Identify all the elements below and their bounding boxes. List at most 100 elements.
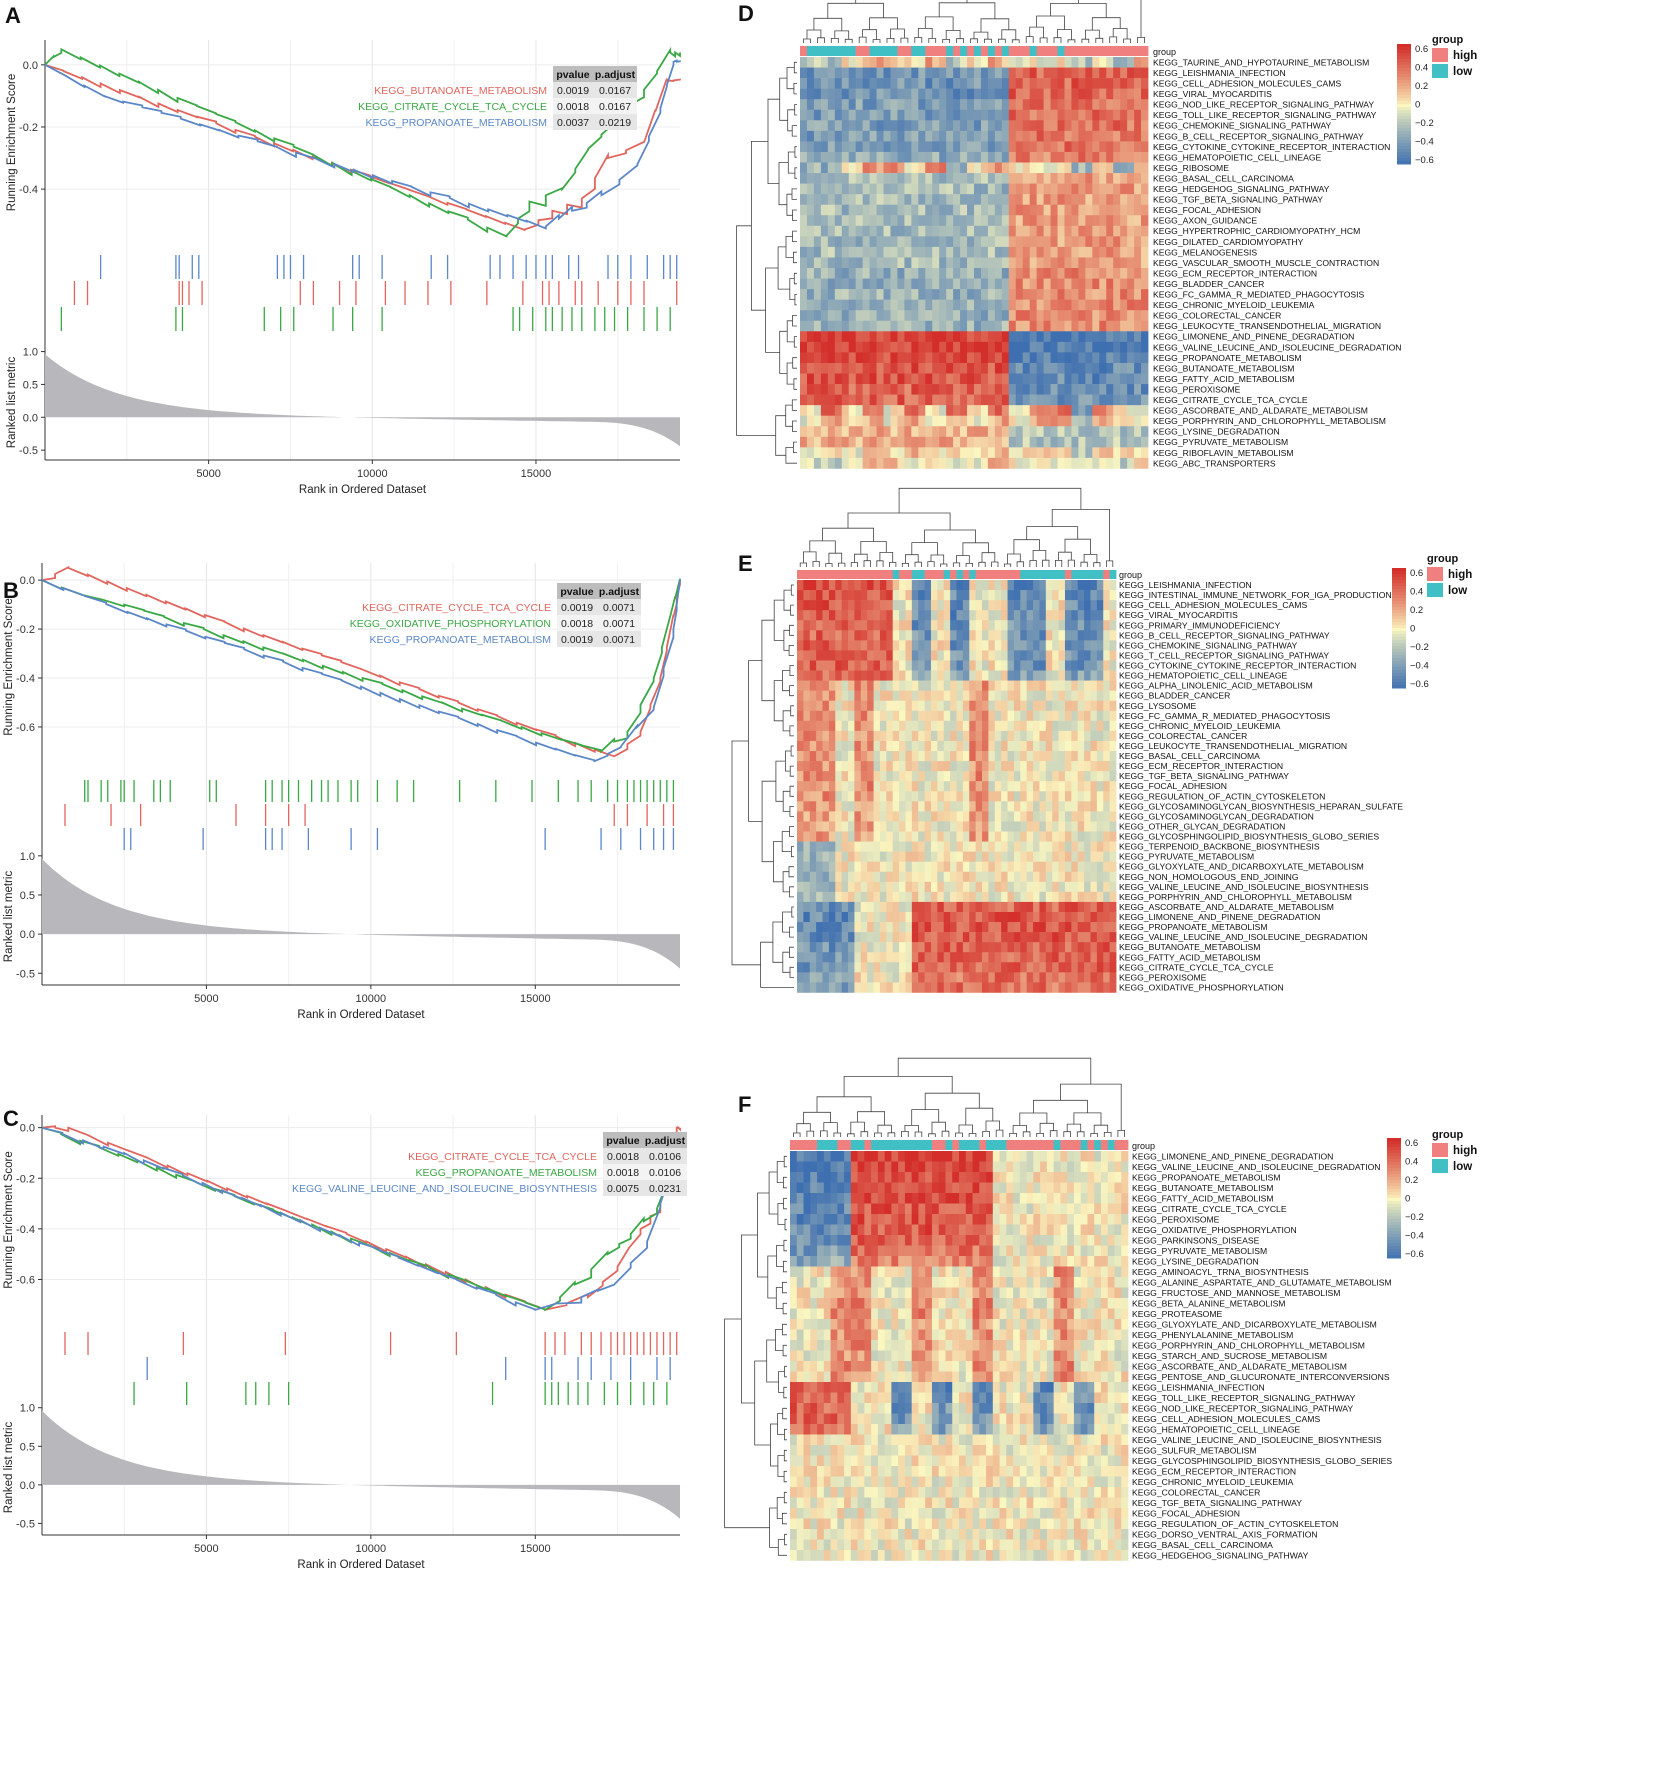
heat-cell xyxy=(925,310,933,322)
heat-cell xyxy=(876,151,884,163)
heat-cell xyxy=(1085,215,1093,227)
heat-cell xyxy=(848,310,857,322)
heat-cell xyxy=(946,405,954,416)
heat-cell xyxy=(1033,640,1040,651)
heat-cell xyxy=(854,831,862,842)
heat-cell xyxy=(1033,680,1040,691)
heat-cell xyxy=(980,331,989,343)
heat-cell xyxy=(982,670,989,681)
heat-cell xyxy=(1096,650,1104,661)
heat-cell xyxy=(828,962,836,973)
heat-cell xyxy=(975,740,983,752)
group-cell xyxy=(1096,570,1104,579)
heat-cell xyxy=(1015,236,1024,248)
heat-cell xyxy=(1092,173,1100,184)
dendrogram-branch xyxy=(796,1123,811,1133)
heat-cell xyxy=(1085,436,1093,448)
heat-cell xyxy=(1013,811,1021,822)
heat-cell xyxy=(1078,394,1086,406)
dendrogram-branch xyxy=(901,563,909,567)
heat-cell xyxy=(960,289,968,300)
heat-cell xyxy=(962,610,970,621)
heat-cell xyxy=(1036,151,1044,163)
heat-cell xyxy=(1039,911,1047,923)
heat-cell xyxy=(827,120,836,132)
heat-cell xyxy=(816,700,823,712)
pvalue-cell: 0.0018 xyxy=(561,618,593,630)
dendrogram-branch xyxy=(803,38,811,43)
row-label: KEGG_VASCULAR_SMOOTH_MUSCLE_CONTRACTION xyxy=(1153,258,1379,268)
heat-cell xyxy=(982,650,989,661)
heat-cell xyxy=(1036,67,1044,79)
heat-cell xyxy=(924,911,932,923)
heat-cell xyxy=(1120,373,1128,385)
heat-cell xyxy=(994,831,1002,842)
heat-cell xyxy=(848,57,857,68)
heat-cell xyxy=(960,320,968,332)
heat-cell xyxy=(1141,173,1149,184)
heat-cell xyxy=(797,791,804,802)
heat-cell xyxy=(867,700,874,712)
heat-cell xyxy=(988,580,996,591)
heat-cell xyxy=(1113,341,1121,353)
heat-cell xyxy=(1084,700,1091,712)
heat-cell xyxy=(1045,841,1053,852)
heat-cell xyxy=(994,141,1003,153)
heat-cell xyxy=(1058,911,1066,923)
heat-cell xyxy=(905,590,913,601)
table-header-pvalue: pvalue xyxy=(556,69,589,81)
heat-cell xyxy=(873,811,881,822)
heat-cell xyxy=(1084,922,1091,933)
heat-cell xyxy=(806,384,815,395)
heat-cell xyxy=(841,141,850,153)
heat-cell xyxy=(1058,690,1066,702)
heat-cell xyxy=(1099,194,1107,205)
heat-cell xyxy=(956,620,964,631)
heat-cell xyxy=(1026,891,1034,903)
heat-cell xyxy=(806,173,815,184)
heat-cell xyxy=(876,99,884,111)
heat-cell xyxy=(860,630,868,641)
heat-cell xyxy=(1029,141,1038,153)
heat-cell xyxy=(1052,710,1059,722)
heat-cell xyxy=(1084,650,1091,661)
dendrogram-branch xyxy=(789,665,794,676)
heat-cell xyxy=(1134,215,1142,227)
heat-cell xyxy=(911,257,919,269)
heat-cell xyxy=(911,720,919,732)
heat-cell xyxy=(962,600,970,611)
heat-cell xyxy=(862,436,870,448)
heat-cell xyxy=(1127,447,1135,459)
heat-cell xyxy=(1064,710,1072,722)
heat-cell xyxy=(1127,289,1135,300)
heat-cell xyxy=(1085,268,1093,279)
dendrogram-branch xyxy=(998,38,1006,43)
heat-cell xyxy=(876,373,884,385)
heat-cell xyxy=(987,78,996,89)
heat-cell xyxy=(869,67,877,79)
heat-cell xyxy=(1064,278,1072,290)
heat-cell xyxy=(822,791,830,802)
heat-cell xyxy=(899,821,906,832)
x-axis-title: Rank in Ordered Dataset xyxy=(297,1009,425,1021)
heat-cell xyxy=(828,751,836,762)
heat-cell xyxy=(1033,610,1040,621)
heat-cell xyxy=(1090,781,1098,792)
heat-cell xyxy=(1071,246,1079,258)
heat-cell xyxy=(873,690,881,702)
heat-cell xyxy=(828,922,836,933)
dendrogram-branch xyxy=(760,941,794,988)
heat-cell xyxy=(886,720,894,732)
heat-cell xyxy=(803,640,811,651)
dendrogram-branch xyxy=(1011,39,1020,43)
heat-cell xyxy=(1077,962,1085,973)
heat-cell xyxy=(975,851,983,862)
heat-cell xyxy=(841,922,849,933)
heat-cell xyxy=(820,352,829,364)
heat-cell xyxy=(1020,982,1028,993)
heat-cell xyxy=(1026,881,1034,893)
dendrogram-branch xyxy=(823,1122,838,1133)
heat-cell xyxy=(911,299,919,311)
heat-cell xyxy=(937,821,945,832)
heat-cell xyxy=(892,710,900,722)
